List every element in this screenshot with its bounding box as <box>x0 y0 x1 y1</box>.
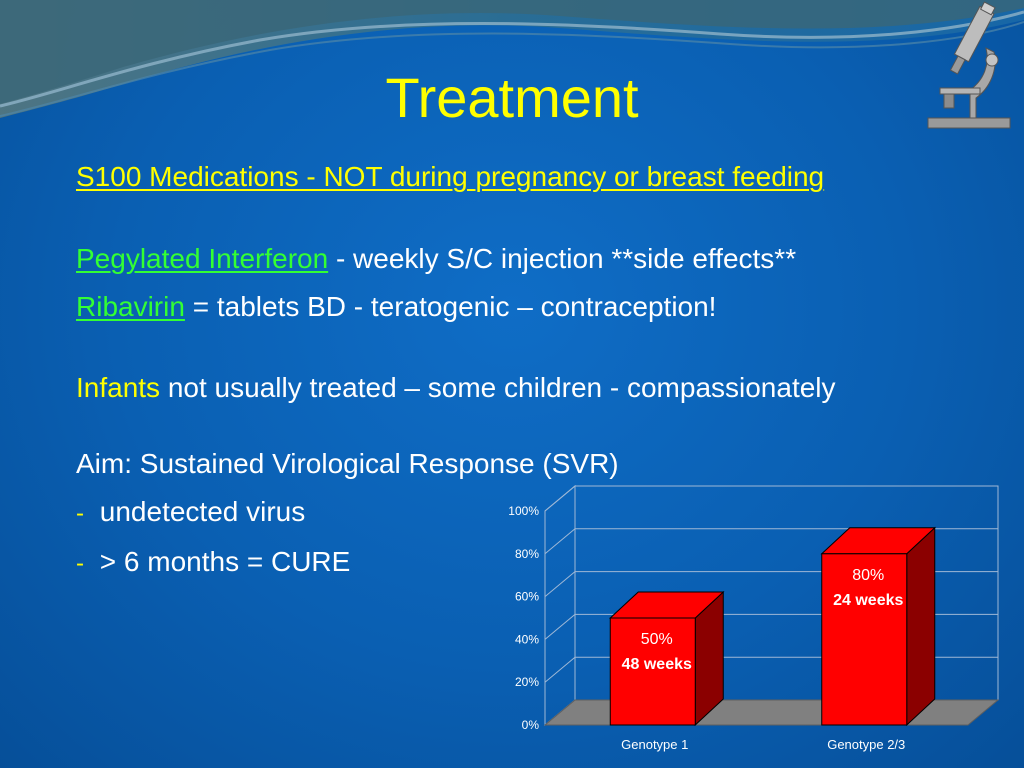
y-tick-label: 60% <box>515 590 539 604</box>
data-label: 24 weeks <box>833 592 903 609</box>
pegylated-line: Pegylated Interferon - weekly S/C inject… <box>76 242 796 276</box>
highlight-pegylated: Pegylated Interferon <box>76 243 329 274</box>
svr-bar-chart: 0% 20% 40% 60% 80% 100% 50% 48 weeks Genotype 1 8… <box>508 484 1000 752</box>
data-label: 48 weeks <box>622 656 692 673</box>
side-wall <box>544 484 576 727</box>
data-label: 80% <box>852 567 884 584</box>
bar: 80% 24 weeks <box>820 526 937 727</box>
bullet-marker: - <box>76 550 84 577</box>
infants-line: Infants not usually treated – some child… <box>76 371 836 405</box>
subtitle: S100 Medications - NOT during pregnancy … <box>76 161 825 192</box>
x-category-label: Genotype 2/3 <box>827 737 905 752</box>
ribavirin-text: = tablets BD - teratogenic – contracepti… <box>184 291 717 322</box>
bullet-item: - > 6 months = CURE <box>76 545 350 581</box>
bullet-item: - undetected virus <box>76 495 305 531</box>
bar-side <box>906 526 936 727</box>
bar-front <box>821 553 908 726</box>
bullet-marker: - <box>76 500 84 527</box>
ribavirin-line: Ribavirin = tablets BD - teratogenic – c… <box>76 290 716 324</box>
highlight-infants: Infants <box>76 372 161 403</box>
infants-text: not usually treated – some children - co… <box>160 372 836 403</box>
page-title: Treatment <box>385 66 639 129</box>
y-tick-label: 0% <box>522 718 540 732</box>
y-tick-label: 80% <box>515 547 539 561</box>
bar: 50% 48 weeks <box>608 590 725 727</box>
gridline <box>544 485 998 512</box>
highlight-ribavirin: Ribavirin <box>76 291 185 322</box>
bullet-text: > 6 months = CURE <box>99 546 351 577</box>
bar-front <box>609 617 696 726</box>
x-category-label: Genotype 1 <box>621 737 688 752</box>
decorative-wave <box>0 0 1024 118</box>
pegylated-text: - weekly S/C injection **side effects** <box>328 243 797 274</box>
data-label: 50% <box>641 631 673 648</box>
microscope-icon <box>927 1 1011 129</box>
y-tick-label: 100% <box>508 504 539 518</box>
y-tick-label: 20% <box>515 675 539 689</box>
y-tick-label: 40% <box>515 632 539 646</box>
bullet-text: undetected virus <box>99 496 306 527</box>
aim-line: Aim: Sustained Virological Response (SVR… <box>76 448 619 479</box>
